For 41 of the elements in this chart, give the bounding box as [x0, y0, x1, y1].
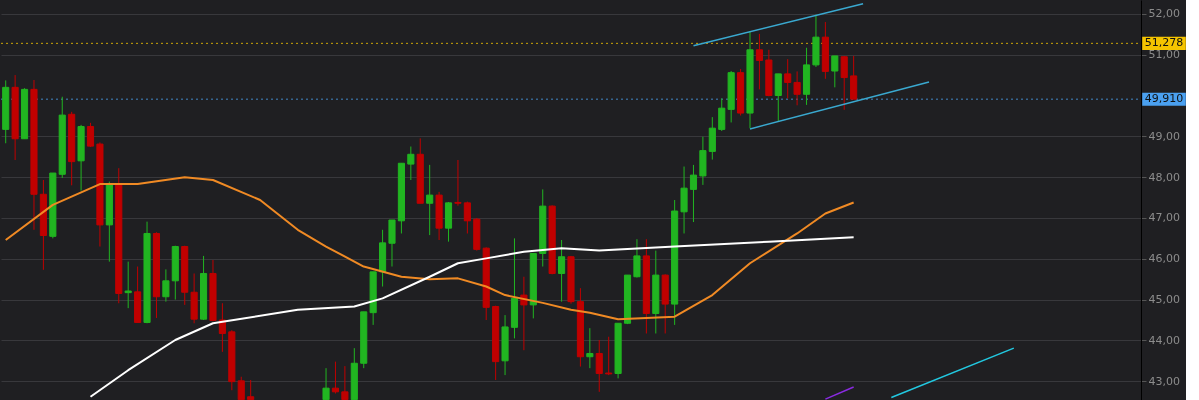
y-tick-label: 49,00 — [1148, 129, 1180, 143]
candlestick — [237, 376, 245, 400]
ref-line-label: 51,278 — [1144, 36, 1184, 50]
candlestick — [689, 164, 698, 223]
candlestick — [463, 201, 471, 234]
candlestick — [322, 367, 330, 400]
line-series — [4, 176, 855, 321]
candlestick — [793, 70, 801, 106]
candlestick — [708, 116, 716, 161]
y-tick-label: 47,00 — [1148, 211, 1180, 225]
ref-line-label: 49,910 — [1144, 92, 1184, 106]
candlestick — [558, 239, 566, 303]
candlestick — [86, 122, 95, 148]
candlestick — [840, 55, 848, 111]
candlestick — [595, 339, 603, 393]
line-series — [89, 236, 855, 398]
candlestick — [718, 97, 726, 132]
candlestick — [124, 261, 132, 309]
y-tick-label: 48,00 — [1148, 170, 1180, 184]
candlestick — [247, 379, 255, 400]
y-tick-label: 45,00 — [1148, 293, 1180, 307]
candlestick — [454, 159, 462, 207]
candlestick — [680, 166, 688, 234]
candlestick — [831, 55, 839, 88]
candlestick — [407, 146, 415, 181]
y-tick-label: 52,00 — [1148, 7, 1180, 21]
candlestick — [850, 55, 858, 100]
candlestick — [388, 219, 396, 268]
candlestick — [774, 73, 782, 123]
candlestick — [755, 33, 763, 90]
candlestick — [341, 365, 349, 400]
candlestick — [633, 238, 641, 279]
y-tick-label: 44,00 — [1148, 333, 1180, 347]
y-tick-label: 43,00 — [1148, 374, 1180, 388]
y-tick-label: 51,00 — [1148, 48, 1180, 62]
candlestick — [605, 336, 613, 376]
candlestick — [784, 58, 792, 99]
y-tick-label: 46,00 — [1148, 252, 1180, 266]
candlestick — [426, 164, 434, 236]
candlestick — [162, 268, 170, 303]
candlestick — [586, 327, 594, 369]
